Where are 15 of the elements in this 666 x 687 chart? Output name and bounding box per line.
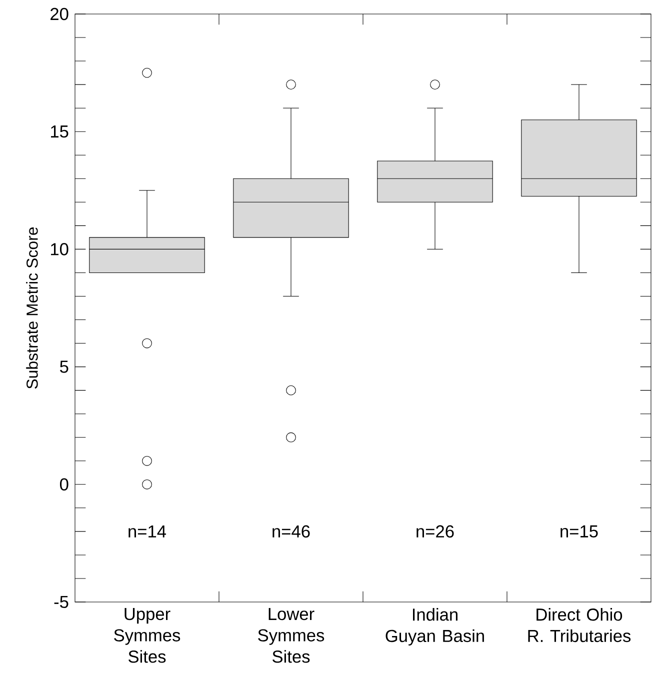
- y-tick-label: 20: [50, 8, 68, 20]
- annotation: n=15: [560, 525, 598, 538]
- y-tick-label: -5: [54, 596, 68, 608]
- annotation: n=26: [416, 525, 454, 538]
- y-axis-title: Substrate Metric Score: [26, 227, 38, 389]
- x-tick-label: Indian Guyan Basin: [386, 608, 484, 646]
- x-tick-label: Upper Symmes Sites: [114, 608, 180, 663]
- annotation: n=46: [272, 525, 310, 538]
- x-tick-label: Lower Symmes Sites: [258, 608, 324, 663]
- y-tick-label: 15: [50, 126, 68, 138]
- y-tick-label: 10: [50, 243, 68, 256]
- y-tick-label: 5: [60, 360, 68, 373]
- y-tick-label: 0: [60, 478, 68, 491]
- annotation: n=14: [128, 525, 166, 538]
- x-tick-label: Direct Ohio R. Tributaries: [528, 608, 631, 642]
